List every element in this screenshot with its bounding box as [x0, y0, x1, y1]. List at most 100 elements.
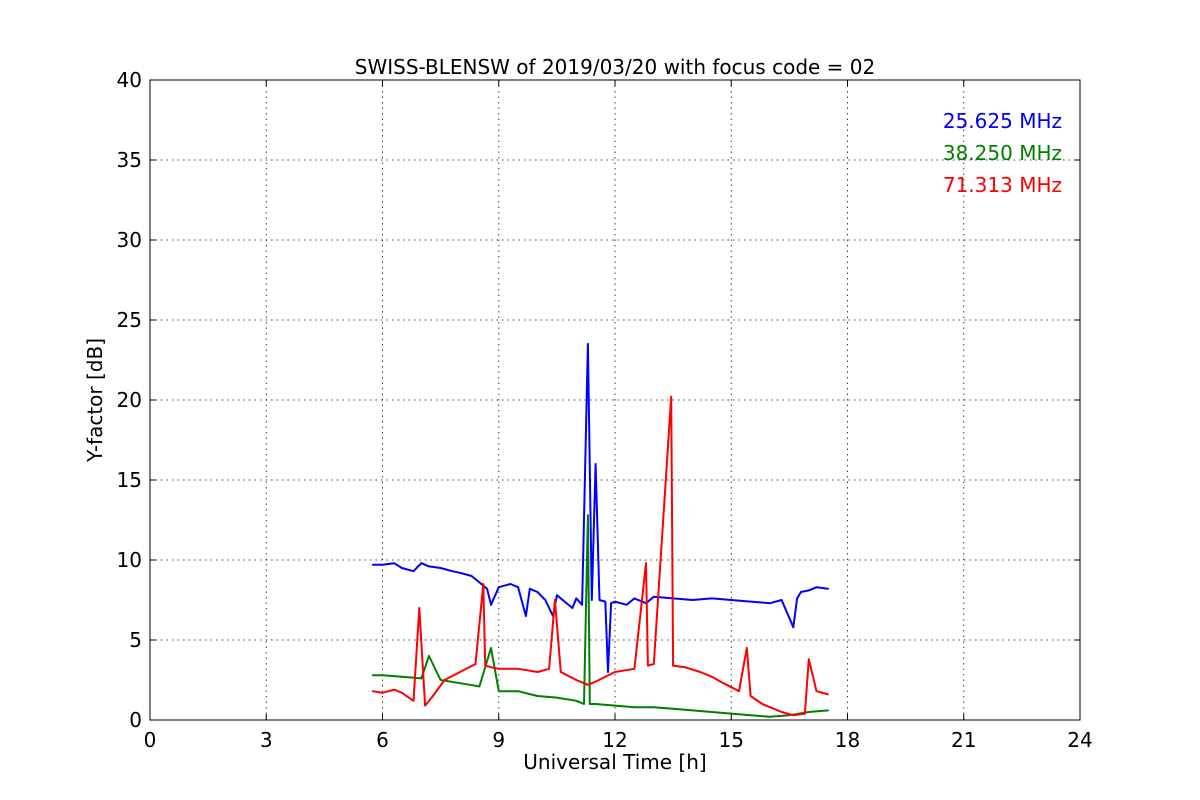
series-1-point	[439, 567, 442, 569]
series-3-point	[652, 663, 655, 665]
series-3-point	[424, 704, 426, 707]
series-2-point	[749, 714, 752, 717]
series-3-point	[699, 671, 702, 673]
y-tick-label: 10	[117, 548, 142, 572]
series-3-point	[554, 599, 556, 601]
series-3-point	[672, 664, 674, 667]
series-line-1	[372, 343, 829, 673]
series-2-point	[652, 706, 655, 709]
series-1-point	[730, 599, 733, 601]
series-3-point	[548, 667, 550, 670]
series-3-point	[490, 666, 492, 669]
series-2-point	[517, 690, 519, 693]
series-2-point	[428, 655, 430, 657]
y-tick-label: 0	[129, 708, 142, 732]
series-1-point	[780, 599, 783, 601]
series-2-point	[587, 514, 589, 517]
series-3-point	[517, 667, 519, 670]
series-1-point	[478, 581, 481, 584]
series-3-point	[443, 679, 446, 681]
series-1-point	[509, 583, 512, 585]
series-layer	[371, 343, 829, 718]
y-tick-label: 15	[117, 468, 142, 492]
series-1-point	[614, 600, 616, 603]
series-1-point	[528, 587, 531, 590]
series-3-point	[807, 658, 810, 661]
series-3-point	[761, 703, 764, 705]
grid-layer	[150, 80, 1080, 720]
series-3-point	[745, 647, 748, 649]
series-1-point	[691, 599, 694, 601]
series-2-point	[807, 711, 810, 713]
series-2-point	[459, 682, 461, 685]
series-3-point	[804, 712, 806, 715]
tick-layer: 0 3 6 9 12 15 18 21 24 0 5 10 15 20 25 30 35 40	[117, 68, 1093, 752]
series-1-point	[807, 589, 810, 592]
series-3-point	[484, 664, 487, 667]
series-2-point	[439, 679, 442, 681]
series-3-point	[780, 711, 783, 713]
series-1-point	[815, 586, 818, 589]
series-2-point	[614, 704, 616, 707]
series-1-point	[652, 595, 655, 598]
series-2-point	[536, 695, 539, 697]
series-1-point	[610, 602, 612, 605]
series-3-point	[371, 690, 374, 693]
series-1-point	[607, 671, 609, 673]
series-2-point	[381, 674, 384, 677]
y-tick-label: 25	[117, 308, 142, 332]
series-3-point	[474, 663, 477, 665]
series-2-point	[588, 703, 591, 705]
series-2-point	[490, 647, 492, 649]
legend-entry-3: 71.313 MHz	[943, 173, 1062, 197]
series-1-point	[625, 603, 628, 606]
series-3-point	[633, 667, 636, 670]
series-1-point	[827, 587, 829, 590]
series-2-point	[711, 711, 713, 713]
series-3-point	[722, 682, 725, 685]
series-3-point	[459, 671, 461, 673]
x-tick-label: 3	[260, 728, 273, 752]
series-1-point	[544, 599, 547, 601]
series-3-point	[497, 667, 500, 670]
series-1-point	[428, 565, 430, 568]
series-2-point	[827, 709, 829, 712]
series-1-point	[420, 562, 423, 565]
legend: 25.625 MHz 38.250 MHz 71.313 MHz	[943, 109, 1062, 197]
y-axis-label: Y-factor [dB]	[83, 338, 107, 463]
series-3-point	[749, 695, 752, 697]
series-1-point	[470, 575, 473, 577]
series-1-point	[459, 571, 461, 574]
series-2-point	[672, 707, 674, 710]
series-2-point	[401, 675, 403, 678]
y-tick-label: 5	[129, 628, 142, 652]
series-1-point	[517, 586, 519, 589]
series-2-point	[583, 703, 585, 705]
series-2-point	[478, 685, 481, 688]
series-2-point	[594, 703, 597, 705]
series-1-point	[587, 343, 589, 345]
legend-entry-2: 38.250 MHz	[943, 141, 1062, 165]
y-tick-label: 20	[117, 388, 142, 412]
series-1-point	[381, 563, 384, 566]
series-1-point	[571, 607, 574, 609]
series-2-point	[371, 674, 374, 677]
x-tick-label: 15	[719, 728, 744, 752]
x-tick-label: 24	[1067, 728, 1092, 752]
series-1-point	[769, 602, 771, 605]
series-3-point	[587, 683, 589, 686]
series-3-point	[393, 688, 395, 691]
series-2-point	[575, 699, 578, 702]
series-3-point	[815, 690, 818, 693]
series-1-point	[590, 599, 593, 601]
series-2-point	[556, 696, 558, 699]
series-3-point	[594, 680, 597, 683]
legend-entry-1: 25.625 MHz	[943, 109, 1062, 133]
series-2-point	[420, 677, 423, 680]
x-axis-label: Universal Time [h]	[523, 750, 706, 774]
series-3-point	[482, 583, 485, 585]
series-1-point	[525, 615, 527, 617]
series-line-2	[372, 514, 829, 718]
series-1-point	[401, 567, 403, 569]
